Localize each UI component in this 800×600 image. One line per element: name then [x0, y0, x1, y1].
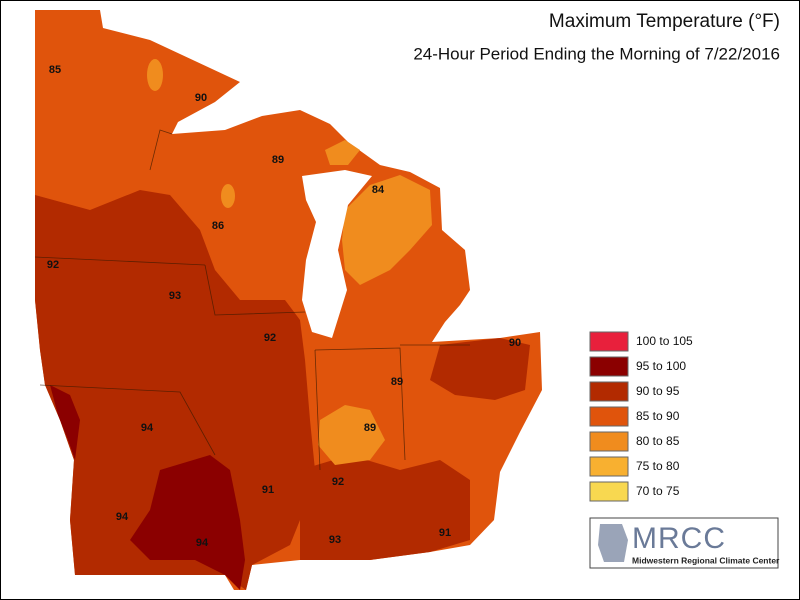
station-value: 93	[169, 290, 181, 302]
station-value: 92	[47, 259, 59, 271]
logo-full-name: Midwestern Regional Climate Center	[632, 555, 780, 565]
legend-label: 100 to 105	[636, 334, 693, 348]
map-page: Maximum Temperature (°F) 24-Hour Period …	[0, 0, 800, 600]
legend-label: 75 to 80	[636, 459, 680, 473]
legend-label: 70 to 75	[636, 484, 680, 498]
legend-swatch	[590, 382, 628, 401]
legend-swatch	[590, 482, 628, 501]
station-value: 94	[116, 511, 129, 523]
station-value: 94	[141, 422, 154, 434]
logo: MRCC Midwestern Regional Climate Center	[590, 518, 780, 568]
station-value: 89	[391, 376, 403, 388]
legend-swatch	[590, 332, 628, 351]
station-value: 91	[262, 484, 274, 496]
station-value: 86	[212, 220, 224, 232]
region-80-85	[147, 59, 163, 91]
station-value: 91	[439, 527, 451, 539]
station-value: 85	[49, 64, 61, 76]
map-title: Maximum Temperature (°F)	[549, 11, 780, 32]
legend-swatch	[590, 407, 628, 426]
station-value: 90	[509, 337, 521, 349]
station-value: 90	[195, 92, 207, 104]
station-value: 93	[329, 534, 341, 546]
station-value: 92	[332, 476, 344, 488]
station-value: 89	[272, 154, 284, 166]
station-value: 94	[196, 537, 209, 549]
legend-label: 95 to 100	[636, 359, 686, 373]
legend-swatch	[590, 457, 628, 476]
legend-label: 90 to 95	[636, 384, 680, 398]
logo-name: MRCC	[632, 522, 726, 555]
legend-swatch	[590, 357, 628, 376]
region-80-85	[221, 184, 235, 208]
station-value: 84	[372, 184, 385, 196]
station-value: 92	[264, 332, 276, 344]
legend-swatch	[590, 432, 628, 451]
logo-icon	[598, 524, 628, 562]
region-90-95	[300, 455, 470, 560]
map-subtitle: 24-Hour Period Ending the Morning of 7/2…	[413, 44, 780, 63]
legend-label: 80 to 85	[636, 434, 680, 448]
legend-label: 85 to 90	[636, 409, 680, 423]
station-value: 89	[364, 422, 376, 434]
